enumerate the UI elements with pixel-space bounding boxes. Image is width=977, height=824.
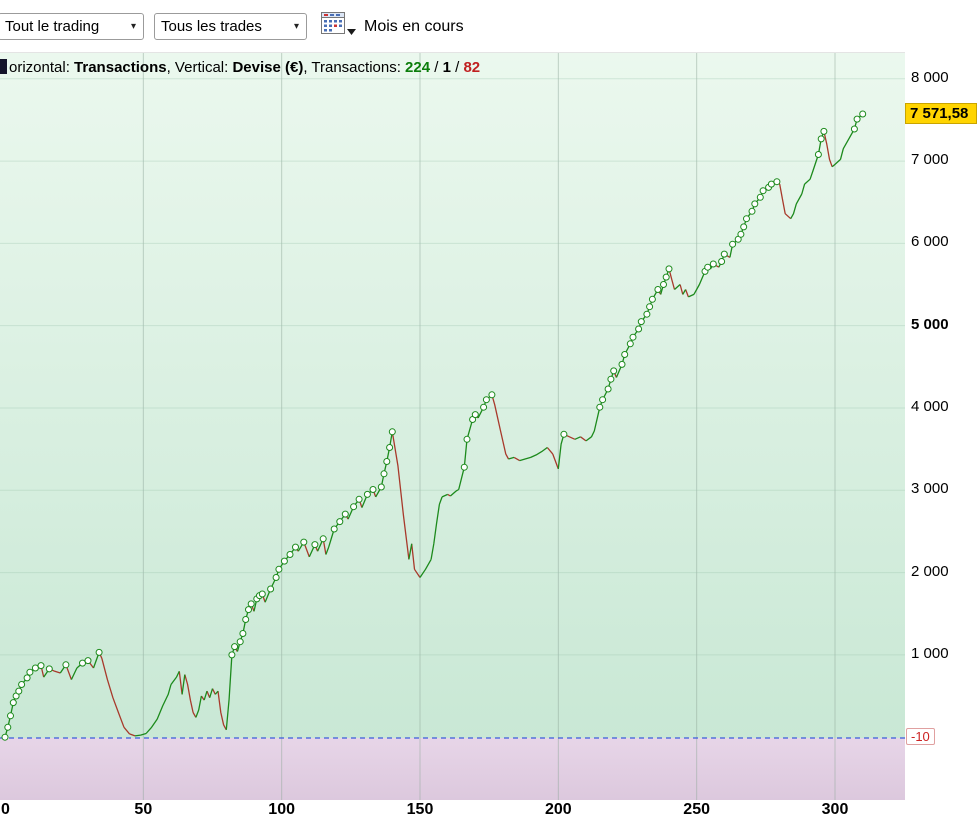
y-axis: 8 000 7 000 6 000 5 000 4 000 3 000 2 000 1 000 <box>905 52 977 800</box>
horizontal-axis-value: Transactions <box>74 59 167 76</box>
equity-curve-plot[interactable] <box>0 53 905 801</box>
chevron-down-icon: ▾ <box>130 21 136 32</box>
y-axis-label: 3 000 <box>911 480 949 498</box>
y-axis-label: 4 000 <box>911 397 949 415</box>
x-axis-label: 100 <box>268 801 296 818</box>
calendar-icon <box>321 12 356 35</box>
separator: / <box>430 59 443 76</box>
losing-trades-count: 82 <box>463 59 481 76</box>
chart-header: orizontal: Transactions, Vertical: Devis… <box>0 59 480 76</box>
trades-filter-dropdown-label: Tous les trades <box>161 18 262 35</box>
chevron-down-icon <box>347 29 356 35</box>
current-value-text: 7 571,58 <box>910 105 969 123</box>
y-axis-label: 7 000 <box>911 151 949 169</box>
vertical-axis-value: Devise (€) <box>232 59 304 76</box>
chevron-down-icon: ▾ <box>293 21 299 32</box>
toolbar: Tout le trading ▾ Tous les trades ▾ <box>0 0 977 52</box>
x-axis-label: 0 <box>1 801 10 818</box>
y-axis-label: 6 000 <box>911 233 949 251</box>
trading-scope-dropdown-label: Tout le trading <box>5 18 100 35</box>
y-axis-label: 8 000 <box>911 68 949 86</box>
clipped-icon <box>0 59 7 74</box>
current-value-badge: 7 571,58 <box>905 103 977 125</box>
equity-chart[interactable]: orizontal: Transactions, Vertical: Devis… <box>0 52 905 801</box>
winning-trades-count: 224 <box>405 59 431 76</box>
y-axis-label: 5 000 <box>911 315 949 333</box>
x-axis-label: 300 <box>821 801 849 818</box>
trading-scope-dropdown[interactable]: Tout le trading ▾ <box>0 13 144 40</box>
neutral-trades-count: 1 <box>442 59 451 76</box>
separator: / <box>450 59 464 76</box>
trades-filter-dropdown[interactable]: Tous les trades ▾ <box>154 13 307 40</box>
x-axis-label: 250 <box>683 801 711 818</box>
x-axis: 0 50 100 150 200 250 300 <box>0 800 905 824</box>
vertical-axis-label: , Vertical: <box>166 59 233 76</box>
x-axis-label: 200 <box>544 801 572 818</box>
zero-line-badge: -10 <box>906 728 935 745</box>
x-axis-label: 50 <box>134 801 153 818</box>
horizontal-axis-label: orizontal: <box>9 59 75 76</box>
calendar-button[interactable] <box>320 9 358 41</box>
y-axis-label: 2 000 <box>911 562 949 580</box>
y-axis-label: 1 000 <box>911 644 949 662</box>
zero-line-text: -10 <box>911 729 930 744</box>
period-label: Mois en cours <box>364 18 464 35</box>
x-axis-label: 150 <box>406 801 434 818</box>
transactions-label: , Transactions: <box>303 59 406 76</box>
